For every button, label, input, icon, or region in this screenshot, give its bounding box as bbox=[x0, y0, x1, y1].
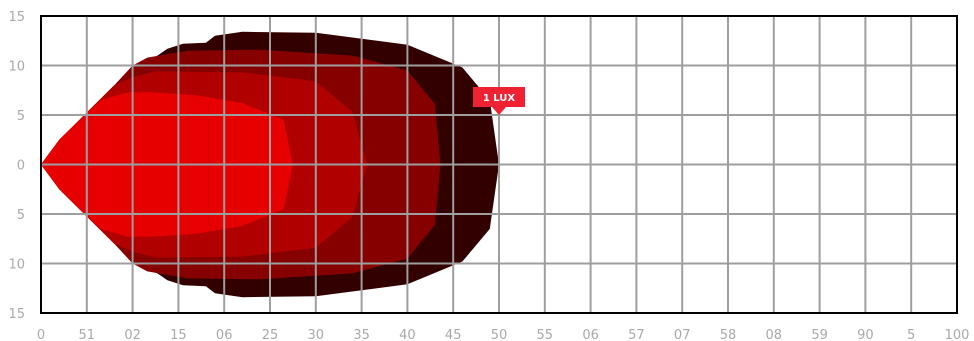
x-tick-label: 30 bbox=[308, 328, 325, 341]
x-tick-label: 5 bbox=[907, 328, 915, 341]
lux-callout-box bbox=[473, 87, 525, 107]
x-tick-label: 06 bbox=[582, 328, 599, 341]
y-tick-label: 10 bbox=[8, 60, 25, 75]
grid-lines bbox=[41, 16, 957, 313]
x-tick-label: 06 bbox=[216, 328, 233, 341]
y-tick-label: 5 bbox=[17, 109, 25, 124]
plot-frame bbox=[40, 15, 958, 314]
x-tick-label: 02 bbox=[124, 328, 141, 341]
x-tick-label: 51 bbox=[79, 328, 96, 341]
x-tick-label: 59 bbox=[811, 328, 828, 341]
x-tick-label: 08 bbox=[766, 328, 783, 341]
y-tick-labels: 15 10 5 0 5 10 15 bbox=[8, 10, 25, 322]
x-tick-label: 07 bbox=[674, 328, 691, 341]
x-tick-labels: 0 51 02 15 06 25 30 35 40 45 50 55 06 57 07 58 08 59 90 5 10… bbox=[37, 328, 970, 341]
x-tick-label: 15 bbox=[170, 328, 187, 341]
y-tick-label: 10 bbox=[8, 258, 25, 273]
x-tick-label: 45 bbox=[445, 328, 462, 341]
x-tick-label: 90 bbox=[857, 328, 874, 341]
lux-annotation: 1 LUX bbox=[473, 87, 525, 115]
y-tick-label: 5 bbox=[17, 208, 25, 223]
x-tick-label: 35 bbox=[353, 328, 370, 341]
x-tick-label: 25 bbox=[262, 328, 279, 341]
x-tick-label: 0 bbox=[37, 328, 45, 341]
x-tick-label: 40 bbox=[399, 328, 416, 341]
x-tick-label: 58 bbox=[720, 328, 737, 341]
x-tick-label: 55 bbox=[537, 328, 554, 341]
x-tick-label: 50 bbox=[491, 328, 508, 341]
x-tick-label: 100 bbox=[945, 328, 970, 341]
y-tick-label: 15 bbox=[8, 10, 25, 25]
lux-callout-pointer bbox=[492, 107, 506, 115]
y-tick-label: 15 bbox=[8, 307, 25, 322]
lux-callout-label: 1 LUX bbox=[483, 93, 516, 104]
x-tick-label: 57 bbox=[628, 328, 645, 341]
y-tick-label: 0 bbox=[17, 159, 25, 174]
